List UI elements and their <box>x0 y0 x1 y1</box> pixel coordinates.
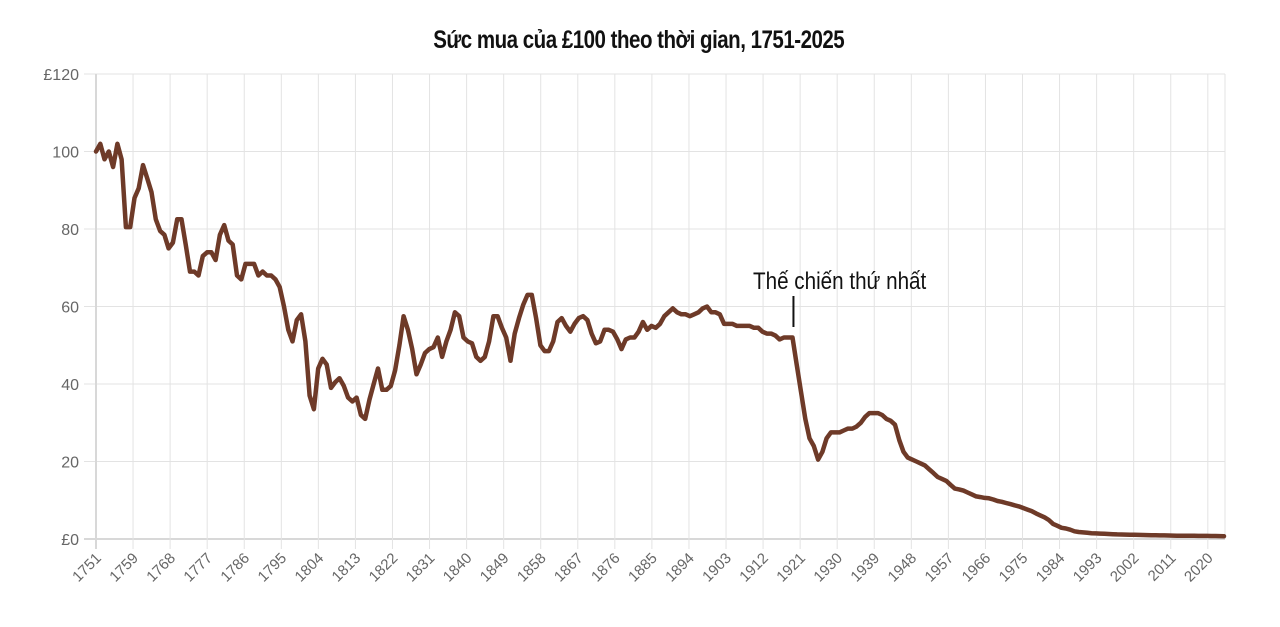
x-axis: 1751 1759 1768 1777 1786 1795 1804 1813 1822 1831… <box>69 550 1216 586</box>
y-tick-label: £0 <box>61 532 79 549</box>
chart-title: Sức mua của £100 theo thời gian, 1751-20… <box>433 26 845 54</box>
x-tick-label: 1831 <box>403 550 439 586</box>
x-tick-label: 1840 <box>440 550 476 586</box>
y-tick-label: £120 <box>43 67 79 84</box>
x-tick-label: 1876 <box>588 550 624 586</box>
x-tick-label: 2002 <box>1107 550 1143 586</box>
x-tick-label: 1759 <box>106 550 142 586</box>
x-tick-label: 1751 <box>69 550 105 586</box>
gridlines <box>84 73 1226 549</box>
x-tick-label: 1813 <box>329 550 365 586</box>
x-tick-label: 1822 <box>366 550 402 586</box>
x-tick-label: 1921 <box>773 550 809 586</box>
x-tick-label: 1984 <box>1033 550 1069 586</box>
x-tick-label: 1966 <box>959 550 995 586</box>
x-tick-label: 1930 <box>810 550 846 586</box>
ww1-annotation: Thế chiến thứ nhất <box>753 268 927 327</box>
y-tick-label: 40 <box>61 377 79 394</box>
x-tick-label: 1849 <box>477 550 513 586</box>
x-tick-label: 1957 <box>922 550 958 586</box>
x-tick-label: 1975 <box>996 550 1032 586</box>
x-tick-label: 1885 <box>625 550 661 586</box>
x-tick-label: 1939 <box>847 550 883 586</box>
x-tick-label: 1894 <box>662 550 698 586</box>
y-tick-label: 100 <box>52 145 79 162</box>
purchasing-power-line <box>93 141 1227 539</box>
x-tick-label: 2011 <box>1145 550 1180 585</box>
y-tick-label: 20 <box>61 455 79 472</box>
x-tick-label: 1903 <box>699 550 735 586</box>
x-tick-label: 1795 <box>255 550 291 586</box>
x-tick-label: 2020 <box>1181 550 1217 586</box>
x-tick-label: 1777 <box>180 550 216 586</box>
x-tick-label: 1867 <box>551 550 587 586</box>
y-axis: £0 20 40 60 80 100 £120 <box>43 67 79 549</box>
y-tick-label: 60 <box>61 300 79 317</box>
x-tick-label: 1858 <box>514 550 550 586</box>
x-tick-label: 1804 <box>292 550 328 586</box>
x-tick-label: 1993 <box>1070 550 1106 586</box>
annotation-label: Thế chiến thứ nhất <box>753 268 927 295</box>
x-tick-label: 1912 <box>736 550 772 586</box>
x-tick-label: 1786 <box>217 550 253 586</box>
y-tick-label: 80 <box>61 222 79 239</box>
x-tick-label: 1948 <box>885 550 921 586</box>
x-tick-label: 1768 <box>143 550 179 586</box>
